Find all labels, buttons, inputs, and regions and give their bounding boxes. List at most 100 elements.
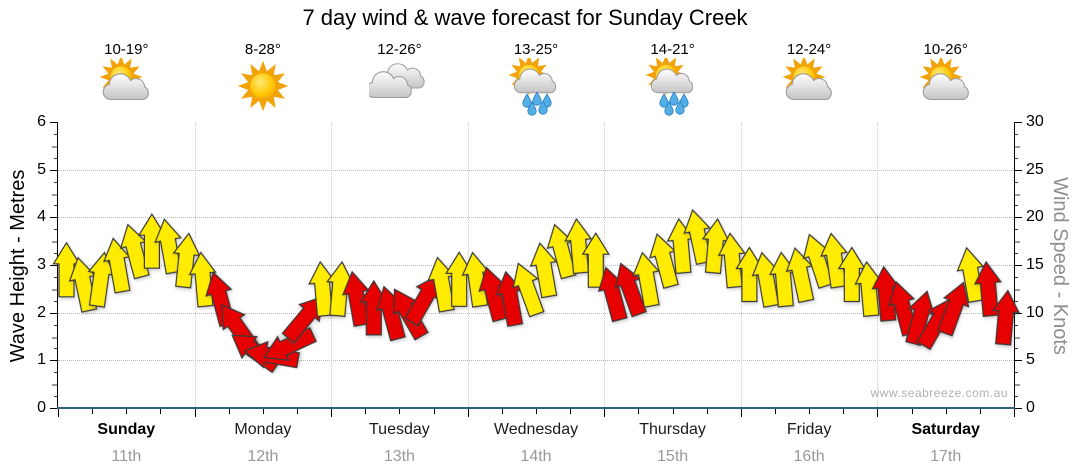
day-name-label: Wednesday	[493, 421, 579, 438]
x-axis-minor-tick	[126, 409, 128, 414]
x-axis-minor-tick	[365, 409, 367, 414]
wind-arrow	[991, 289, 1020, 346]
y-axis-major-tick-left	[50, 122, 57, 123]
weather-icon-wrap	[506, 54, 566, 121]
watermark-text: www.seabreeze.com.au	[870, 386, 1008, 400]
y-axis-major-tick-right	[1015, 169, 1022, 171]
y-axis-major-tick-right	[1015, 408, 1022, 409]
sun-icon	[237, 60, 289, 112]
x-axis-minor-tick	[297, 409, 298, 414]
y-axis-minor-tick-left	[52, 241, 57, 244]
y-axis-minor-tick-left	[54, 348, 57, 350]
day-date-label: 15th	[657, 448, 689, 465]
x-axis-major-tick	[194, 409, 196, 417]
y-axis-minor-tick-right	[1015, 336, 1020, 339]
y-axis-tick-label-right: 10	[1026, 303, 1044, 321]
temperature-range: 12-26°	[377, 41, 422, 58]
x-axis-major-tick	[58, 409, 59, 417]
y-axis-tick-label-right: 15	[1026, 256, 1044, 273]
y-axis-tick-label-left: 0	[37, 399, 46, 416]
sun-cloud-rain-icon	[508, 54, 557, 116]
y-axis-major-tick-right	[1015, 217, 1022, 219]
day-name-label: Tuesday	[369, 421, 430, 438]
y-axis-major-tick-right	[1015, 312, 1022, 314]
x-axis-minor-tick	[945, 409, 947, 414]
weather-icon-wrap	[366, 58, 429, 121]
wind-arrow	[581, 232, 610, 288]
day-date-label: 17th	[930, 448, 962, 465]
x-axis-minor-tick	[262, 409, 264, 414]
y-axis-minor-tick-left	[54, 181, 57, 183]
day-separator-gridline	[877, 123, 879, 407]
y-axis-tick-label-right: 5	[1026, 351, 1035, 369]
wind-arrow	[262, 326, 317, 362]
temperature-range: 14-21°	[650, 41, 695, 58]
y-axis-minor-tick-right	[1015, 276, 1018, 278]
wind-arrows-layer	[52, 208, 1020, 374]
y-axis-minor-tick-left	[52, 145, 57, 148]
sun-cloud-icon	[919, 55, 969, 101]
wind-arrow	[683, 208, 712, 266]
right-axis-line	[1014, 122, 1015, 408]
gridline-horizontal	[58, 360, 1014, 362]
wind-arrow	[973, 260, 1002, 318]
sun-cloud-rain-icon	[645, 54, 693, 116]
y-axis-minor-tick-right	[1015, 157, 1018, 159]
wind-arrow	[281, 295, 324, 344]
y-axis-minor-tick-right	[1015, 288, 1020, 291]
wind-arrow	[956, 246, 985, 304]
y-axis-minor-tick-left	[52, 384, 57, 387]
weather-icon-wrap	[643, 54, 703, 121]
day-name-label: Sunday	[97, 421, 156, 438]
y-axis-minor-tick-right	[1015, 193, 1020, 196]
temperature-range: 10-19°	[104, 41, 149, 58]
wind-arrow	[717, 232, 746, 289]
y-axis-minor-tick-left	[52, 288, 57, 291]
y-axis-major-tick-left	[50, 169, 57, 171]
x-axis-minor-tick	[775, 409, 776, 414]
y-axis-minor-tick-right	[1015, 396, 1018, 398]
y-axis-minor-tick-left	[54, 276, 57, 278]
day-column-friday: 12-24°	[741, 0, 877, 120]
y-axis-minor-tick-right	[1015, 133, 1018, 135]
y-axis-minor-tick-right	[1015, 300, 1018, 302]
y-axis-tick-label-left: 6	[37, 113, 46, 130]
y-axis-major-tick-left	[50, 360, 57, 362]
y-axis-minor-tick-right	[1015, 241, 1020, 244]
y-axis-minor-tick-left	[54, 324, 57, 326]
y-axis-major-tick-left	[50, 217, 57, 219]
y-axis-minor-tick-left	[52, 336, 57, 339]
y-axis-tick-label-right: 25	[1026, 160, 1044, 178]
day-column-sunday: 10-19°	[58, 0, 194, 120]
wind-arrow	[154, 218, 182, 275]
day-column-wednesday: 13-25°	[468, 0, 604, 120]
wind-arrow	[512, 262, 545, 318]
wave-height-baseline	[57, 407, 1015, 409]
y-axis-minor-tick-left	[54, 372, 57, 374]
y-axis-minor-tick-right	[1015, 253, 1018, 255]
y-axis-tick-label-left: 3	[37, 256, 46, 273]
sun-cloud-icon	[99, 55, 150, 101]
y-axis-minor-tick-right	[1015, 229, 1018, 231]
chart-title: 7 day wind & wave forecast for Sunday Cr…	[302, 5, 748, 30]
day-date-label: 13th	[383, 448, 415, 465]
y-axis-minor-tick-right	[1015, 348, 1018, 350]
weather-icon-wrap	[233, 58, 293, 121]
x-axis-minor-tick	[979, 409, 981, 414]
wind-arrow	[564, 217, 593, 275]
x-axis-minor-tick	[501, 409, 503, 414]
y-axis-minor-tick-left	[52, 193, 57, 196]
x-axis-minor-tick	[672, 409, 674, 414]
y-axis-minor-tick-left	[54, 253, 57, 255]
wind-arrow	[529, 242, 558, 299]
x-axis-major-tick	[877, 409, 879, 417]
day-column-monday: 8-28°	[195, 0, 331, 120]
y-axis-tick-label-left: 1	[37, 351, 46, 369]
y-axis-major-tick-left	[50, 312, 57, 314]
day-name-label: Thursday	[639, 421, 706, 438]
x-axis-minor-tick	[399, 409, 401, 414]
y-axis-tick-label-left: 2	[37, 303, 46, 321]
temperature-range: 8-28°	[244, 41, 281, 58]
y-axis-minor-tick-left	[54, 229, 57, 231]
